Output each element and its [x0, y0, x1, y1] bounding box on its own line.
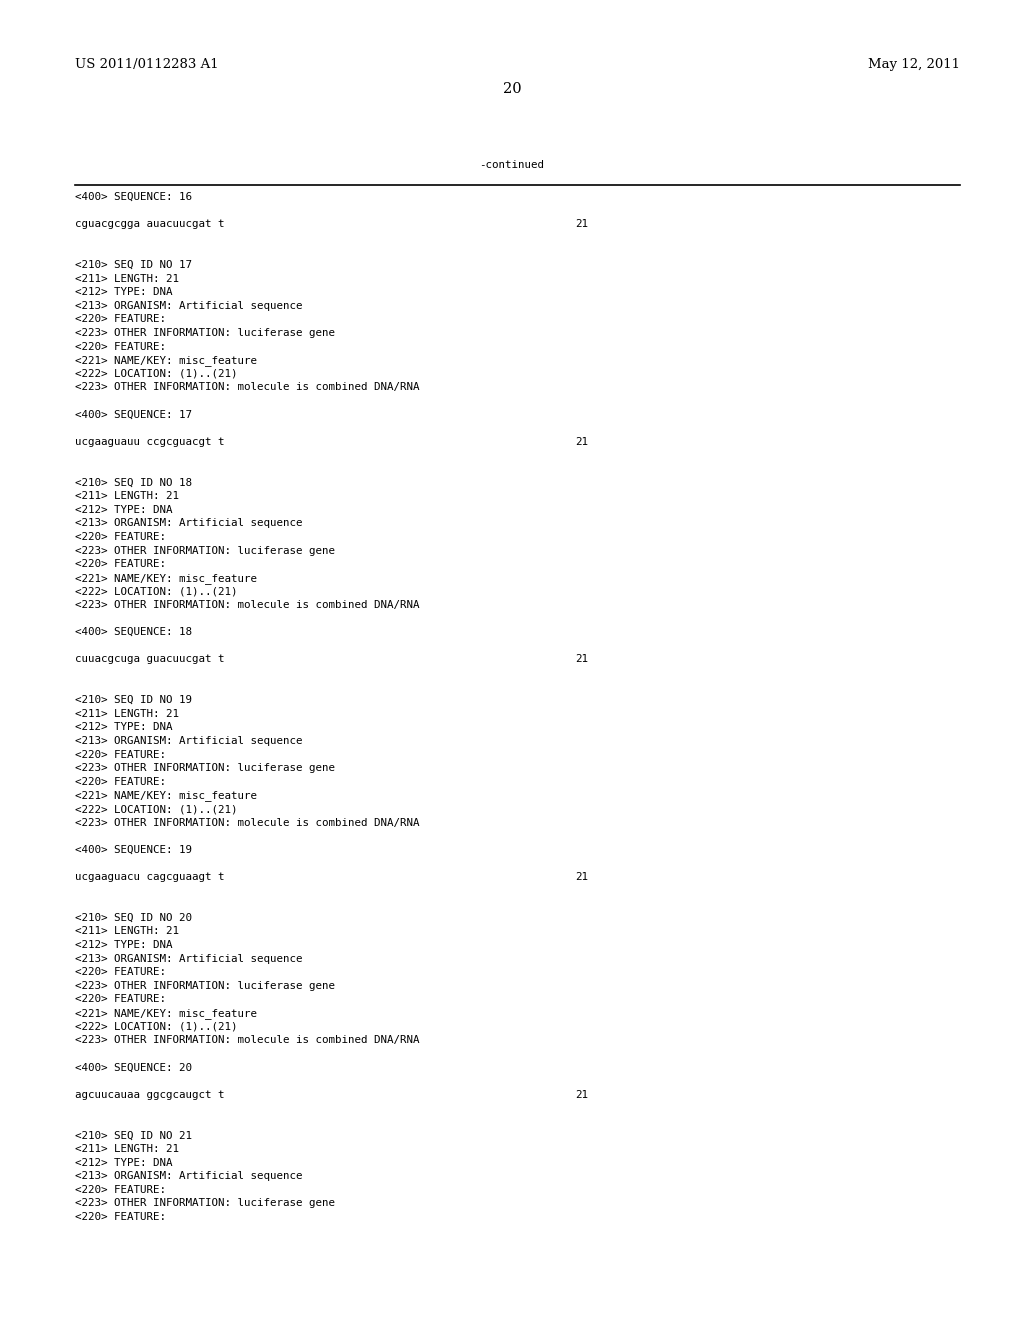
Text: <223> OTHER INFORMATION: molecule is combined DNA/RNA: <223> OTHER INFORMATION: molecule is com…: [75, 383, 420, 392]
Text: ucgaaguacu cagcguaagt t: ucgaaguacu cagcguaagt t: [75, 873, 224, 882]
Text: <212> TYPE: DNA: <212> TYPE: DNA: [75, 1158, 172, 1168]
Text: <212> TYPE: DNA: <212> TYPE: DNA: [75, 504, 172, 515]
Text: <220> FEATURE:: <220> FEATURE:: [75, 342, 166, 351]
Text: <223> OTHER INFORMATION: luciferase gene: <223> OTHER INFORMATION: luciferase gene: [75, 327, 335, 338]
Text: <220> FEATURE:: <220> FEATURE:: [75, 776, 166, 787]
Text: 21: 21: [575, 219, 588, 230]
Text: agcuucauaa ggcgcaugct t: agcuucauaa ggcgcaugct t: [75, 1089, 224, 1100]
Text: <221> NAME/KEY: misc_feature: <221> NAME/KEY: misc_feature: [75, 1008, 257, 1019]
Text: <211> LENGTH: 21: <211> LENGTH: 21: [75, 927, 179, 936]
Text: <220> FEATURE:: <220> FEATURE:: [75, 314, 166, 325]
Text: <223> OTHER INFORMATION: molecule is combined DNA/RNA: <223> OTHER INFORMATION: molecule is com…: [75, 1035, 420, 1045]
Text: <212> TYPE: DNA: <212> TYPE: DNA: [75, 722, 172, 733]
Text: <210> SEQ ID NO 17: <210> SEQ ID NO 17: [75, 260, 193, 271]
Text: <213> ORGANISM: Artificial sequence: <213> ORGANISM: Artificial sequence: [75, 519, 302, 528]
Text: <220> FEATURE:: <220> FEATURE:: [75, 560, 166, 569]
Text: <220> FEATURE:: <220> FEATURE:: [75, 532, 166, 543]
Text: May 12, 2011: May 12, 2011: [868, 58, 961, 71]
Text: <212> TYPE: DNA: <212> TYPE: DNA: [75, 940, 172, 950]
Text: 21: 21: [575, 655, 588, 664]
Text: cguacgcgga auacuucgat t: cguacgcgga auacuucgat t: [75, 219, 224, 230]
Text: <400> SEQUENCE: 20: <400> SEQUENCE: 20: [75, 1063, 193, 1072]
Text: <213> ORGANISM: Artificial sequence: <213> ORGANISM: Artificial sequence: [75, 301, 302, 310]
Text: 21: 21: [575, 437, 588, 446]
Text: <213> ORGANISM: Artificial sequence: <213> ORGANISM: Artificial sequence: [75, 953, 302, 964]
Text: ucgaaguauu ccgcguacgt t: ucgaaguauu ccgcguacgt t: [75, 437, 224, 446]
Text: 21: 21: [575, 1089, 588, 1100]
Text: <213> ORGANISM: Artificial sequence: <213> ORGANISM: Artificial sequence: [75, 737, 302, 746]
Text: <211> LENGTH: 21: <211> LENGTH: 21: [75, 1144, 179, 1154]
Text: <223> OTHER INFORMATION: molecule is combined DNA/RNA: <223> OTHER INFORMATION: molecule is com…: [75, 601, 420, 610]
Text: <213> ORGANISM: Artificial sequence: <213> ORGANISM: Artificial sequence: [75, 1171, 302, 1181]
Text: 21: 21: [575, 873, 588, 882]
Text: <222> LOCATION: (1)..(21): <222> LOCATION: (1)..(21): [75, 586, 238, 597]
Text: US 2011/0112283 A1: US 2011/0112283 A1: [75, 58, 219, 71]
Text: <400> SEQUENCE: 18: <400> SEQUENCE: 18: [75, 627, 193, 638]
Text: <220> FEATURE:: <220> FEATURE:: [75, 968, 166, 977]
Text: 20: 20: [503, 82, 521, 96]
Text: <222> LOCATION: (1)..(21): <222> LOCATION: (1)..(21): [75, 804, 238, 814]
Text: <221> NAME/KEY: misc_feature: <221> NAME/KEY: misc_feature: [75, 791, 257, 801]
Text: <400> SEQUENCE: 16: <400> SEQUENCE: 16: [75, 191, 193, 202]
Text: <223> OTHER INFORMATION: luciferase gene: <223> OTHER INFORMATION: luciferase gene: [75, 1199, 335, 1208]
Text: <223> OTHER INFORMATION: molecule is combined DNA/RNA: <223> OTHER INFORMATION: molecule is com…: [75, 817, 420, 828]
Text: <222> LOCATION: (1)..(21): <222> LOCATION: (1)..(21): [75, 368, 238, 379]
Text: cuuacgcuga guacuucgat t: cuuacgcuga guacuucgat t: [75, 655, 224, 664]
Text: <220> FEATURE:: <220> FEATURE:: [75, 1185, 166, 1195]
Text: <220> FEATURE:: <220> FEATURE:: [75, 1212, 166, 1222]
Text: <220> FEATURE:: <220> FEATURE:: [75, 994, 166, 1005]
Text: <223> OTHER INFORMATION: luciferase gene: <223> OTHER INFORMATION: luciferase gene: [75, 545, 335, 556]
Text: <211> LENGTH: 21: <211> LENGTH: 21: [75, 709, 179, 719]
Text: <210> SEQ ID NO 18: <210> SEQ ID NO 18: [75, 478, 193, 487]
Text: <400> SEQUENCE: 19: <400> SEQUENCE: 19: [75, 845, 193, 855]
Text: <211> LENGTH: 21: <211> LENGTH: 21: [75, 273, 179, 284]
Text: <210> SEQ ID NO 19: <210> SEQ ID NO 19: [75, 696, 193, 705]
Text: <400> SEQUENCE: 17: <400> SEQUENCE: 17: [75, 409, 193, 420]
Text: <221> NAME/KEY: misc_feature: <221> NAME/KEY: misc_feature: [75, 355, 257, 366]
Text: <223> OTHER INFORMATION: luciferase gene: <223> OTHER INFORMATION: luciferase gene: [75, 981, 335, 991]
Text: <221> NAME/KEY: misc_feature: <221> NAME/KEY: misc_feature: [75, 573, 257, 583]
Text: <222> LOCATION: (1)..(21): <222> LOCATION: (1)..(21): [75, 1022, 238, 1032]
Text: <210> SEQ ID NO 20: <210> SEQ ID NO 20: [75, 913, 193, 923]
Text: <211> LENGTH: 21: <211> LENGTH: 21: [75, 491, 179, 502]
Text: <210> SEQ ID NO 21: <210> SEQ ID NO 21: [75, 1130, 193, 1140]
Text: <220> FEATURE:: <220> FEATURE:: [75, 750, 166, 759]
Text: -continued: -continued: [479, 160, 545, 170]
Text: <212> TYPE: DNA: <212> TYPE: DNA: [75, 288, 172, 297]
Text: <223> OTHER INFORMATION: luciferase gene: <223> OTHER INFORMATION: luciferase gene: [75, 763, 335, 774]
